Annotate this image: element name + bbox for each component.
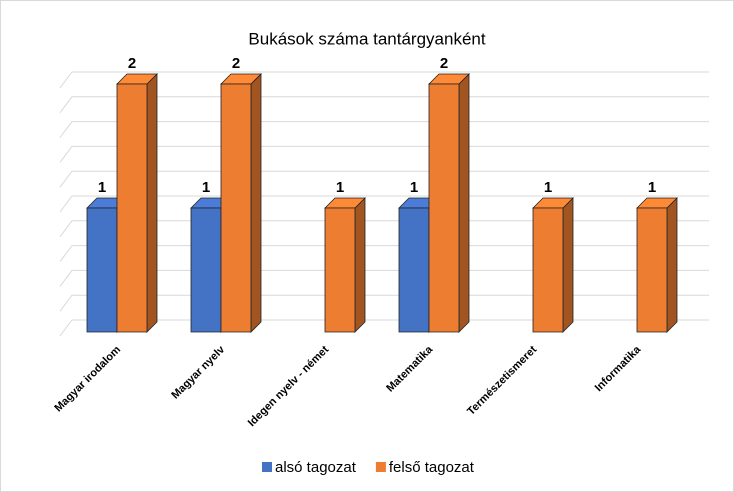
bar-face [250,73,262,333]
grid-line [59,170,709,188]
data-label: 2 [128,55,136,72]
data-label: 1 [202,179,210,196]
grid-line [59,96,709,114]
grid-line [59,245,709,262]
grid-line [59,195,709,213]
bar [220,73,262,333]
bar-face [562,197,574,333]
bar-face [190,207,222,333]
data-label: 1 [98,179,106,196]
bar [428,73,470,333]
bar [116,73,158,333]
bar-face [532,207,564,333]
grid-line [59,220,709,238]
bar [636,197,678,333]
bar-face [666,197,678,333]
bar-face [116,83,148,333]
bar-face [428,83,460,333]
bar-face [220,83,252,333]
grid-line [59,145,709,163]
bar-face [354,197,366,333]
bar-face [458,73,470,333]
bar-face [146,73,158,333]
legend-label: alsó tagozat [275,459,357,476]
bar [532,197,574,333]
legend-label: felső tagozat [389,459,475,476]
grid-line [59,71,709,89]
grid-line [59,121,709,138]
legend-swatch [262,462,272,472]
data-label: 1 [410,179,418,196]
bar-face [398,207,430,333]
data-label: 2 [232,55,240,72]
grid-line [59,269,709,287]
data-label: 1 [648,179,656,196]
legend-swatch [375,462,386,472]
data-label: 2 [440,55,448,72]
data-label: 1 [336,179,344,196]
bar-face [324,207,356,333]
data-label: 1 [544,179,552,196]
grid-line [59,319,709,337]
bar-face [636,207,668,333]
grid-line [59,294,709,312]
chart-title: Bukások száma tantárgyanként [248,29,485,48]
bar-face [86,207,118,333]
bar [324,197,366,333]
